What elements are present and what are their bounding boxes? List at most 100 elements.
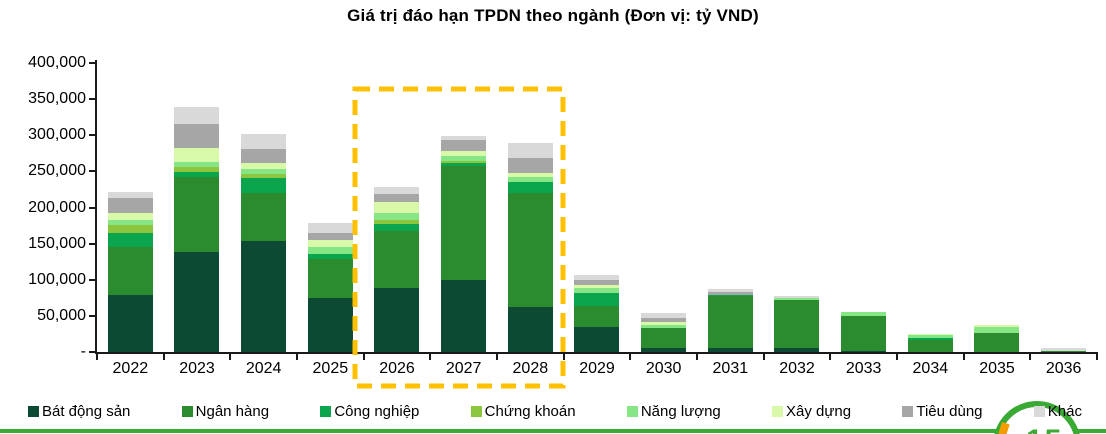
y-axis-tick (89, 170, 96, 173)
bar-segment-khác (507, 143, 553, 158)
bar-slot (364, 63, 431, 352)
bar-slot (897, 63, 964, 352)
x-axis-label: 2024 (245, 360, 282, 377)
legend-item: Xây dựng (772, 403, 851, 420)
bar-segment-ngân-hàng (507, 193, 553, 308)
bar-segment-khác (174, 107, 220, 125)
stacked-bar (307, 63, 353, 352)
bar-segment-bát-động-sản (107, 294, 153, 352)
stacked-bar (174, 63, 220, 352)
bar-segment-chứng-khoán (441, 160, 487, 164)
y-axis-tick (89, 206, 96, 209)
x-axis-label: 2023 (179, 360, 215, 377)
bar-segment-bát-động-sản (641, 348, 687, 352)
bar-segment-ngân-hàng (107, 247, 153, 295)
x-axis-label: 2033 (845, 360, 882, 377)
bar-segment-ngân-hàng (441, 165, 487, 280)
bar-segment-khác (307, 223, 353, 233)
legend-swatch-icon (470, 406, 482, 417)
bar-slot (430, 63, 497, 352)
y-axis-label: 400,000 (28, 54, 86, 71)
bar-segment-xây-dựng (307, 240, 353, 248)
stacked-bar (974, 63, 1020, 352)
bar-segment-ngân-hàng (774, 300, 820, 348)
bar-segment-xây-dựng (174, 148, 220, 162)
bar-slot (764, 63, 831, 352)
bar-segment-ngân-hàng (574, 305, 620, 327)
legend-label: Công nghiệp (334, 403, 420, 420)
legend-label: Tiêu dùng (916, 403, 983, 420)
x-axis-label: 2034 (912, 360, 949, 377)
y-axis-label: 300,000 (28, 126, 86, 144)
bar-segment-tiêu-dùng (307, 232, 353, 241)
bar-segment-bát-động-sản (507, 307, 553, 352)
bar-slot (97, 63, 164, 352)
legend-swatch-icon (772, 406, 783, 417)
legend-label: Khác (1047, 403, 1082, 420)
bar-segment-công-nghiệp (374, 224, 420, 231)
x-axis-label: 2031 (712, 360, 749, 377)
bar-segment-năng-lượng (774, 297, 820, 300)
bar-segment-công-nghiệp (507, 181, 553, 194)
bar-segment-xây-dựng (241, 163, 287, 170)
bar-segment-năng-lượng (307, 247, 353, 254)
y-axis-tick (89, 134, 96, 137)
x-axis-tick (696, 354, 698, 360)
bar-segment-công-nghiệp (307, 253, 353, 259)
bar-segment-công-nghiệp (107, 232, 153, 248)
bar-segment-công-nghiệp (907, 337, 953, 341)
x-axis-tick (362, 354, 365, 360)
x-axis-label: 2035 (979, 360, 1015, 377)
stacked-bar (1041, 63, 1087, 352)
y-axis-tick (89, 242, 96, 245)
bar-segment-tiêu-dùng (441, 139, 487, 152)
bar-segment-chứng-khoán (174, 167, 220, 173)
bar-segment-tiêu-dùng (241, 149, 287, 164)
bar-slot (830, 63, 897, 352)
x-axis-tick (162, 354, 165, 360)
x-axis-label: 2030 (645, 360, 682, 377)
y-axis-tick (89, 98, 96, 101)
x-axis-label: 2026 (379, 360, 415, 377)
bar-segment-bát-động-sản (707, 347, 753, 352)
legend-label: Năng lượng (640, 403, 721, 420)
x-axis-tick (429, 354, 432, 360)
bar-slot (297, 63, 364, 352)
bar-segment-tiêu-dùng (174, 124, 220, 149)
bar-segment-bát-động-sản (574, 326, 620, 352)
stacked-bar (241, 63, 287, 352)
x-axis-tick (96, 354, 98, 360)
legend: Bát động sản Ngân hàng Công nghiệp Chứng kh… (0, 403, 1106, 420)
y-axis-tick (89, 62, 96, 64)
legend-item: Năng lượng (626, 403, 721, 420)
plot-area (97, 63, 1097, 352)
bar-segment-xây-dựng (107, 213, 153, 220)
bar-segment-ngân-hàng (241, 193, 287, 241)
bar-segment-năng-lượng (174, 162, 220, 168)
bar-segment-ngân-hàng (641, 328, 687, 349)
legend-swatch-icon (320, 406, 332, 417)
bar-slot (964, 63, 1031, 352)
bar-segment-năng-lượng (641, 324, 687, 329)
legend-item: Ngân hàng (181, 403, 269, 420)
bar-segment-bát-động-sản (774, 347, 820, 352)
bar-segment-công-nghiệp (241, 177, 287, 194)
legend-label: Chứng khoán (484, 403, 576, 420)
bar-segment-ngân-hàng (174, 177, 220, 253)
x-axis-label: 2036 (1045, 360, 1082, 377)
legend-item: Bát động sản (28, 403, 130, 420)
bar-slot (564, 63, 631, 352)
bar-segment-ngân-hàng (1041, 350, 1087, 352)
bar-segment-năng-lượng (574, 288, 620, 293)
y-axis-label: 50,000 (37, 306, 86, 324)
x-axis-label: 2025 (312, 360, 349, 377)
bar-segment-ngân-hàng (707, 296, 753, 348)
bar-segment-công-nghiệp (174, 172, 220, 178)
bar-segment-xây-dựng (441, 151, 487, 157)
bar-segment-xây-dựng (507, 172, 553, 178)
bar-slot (497, 63, 564, 352)
stacked-bar (507, 63, 553, 352)
stacked-bar (841, 63, 887, 352)
bar-segment-bát-động-sản (374, 288, 420, 352)
page-number: 15 (1026, 424, 1063, 434)
